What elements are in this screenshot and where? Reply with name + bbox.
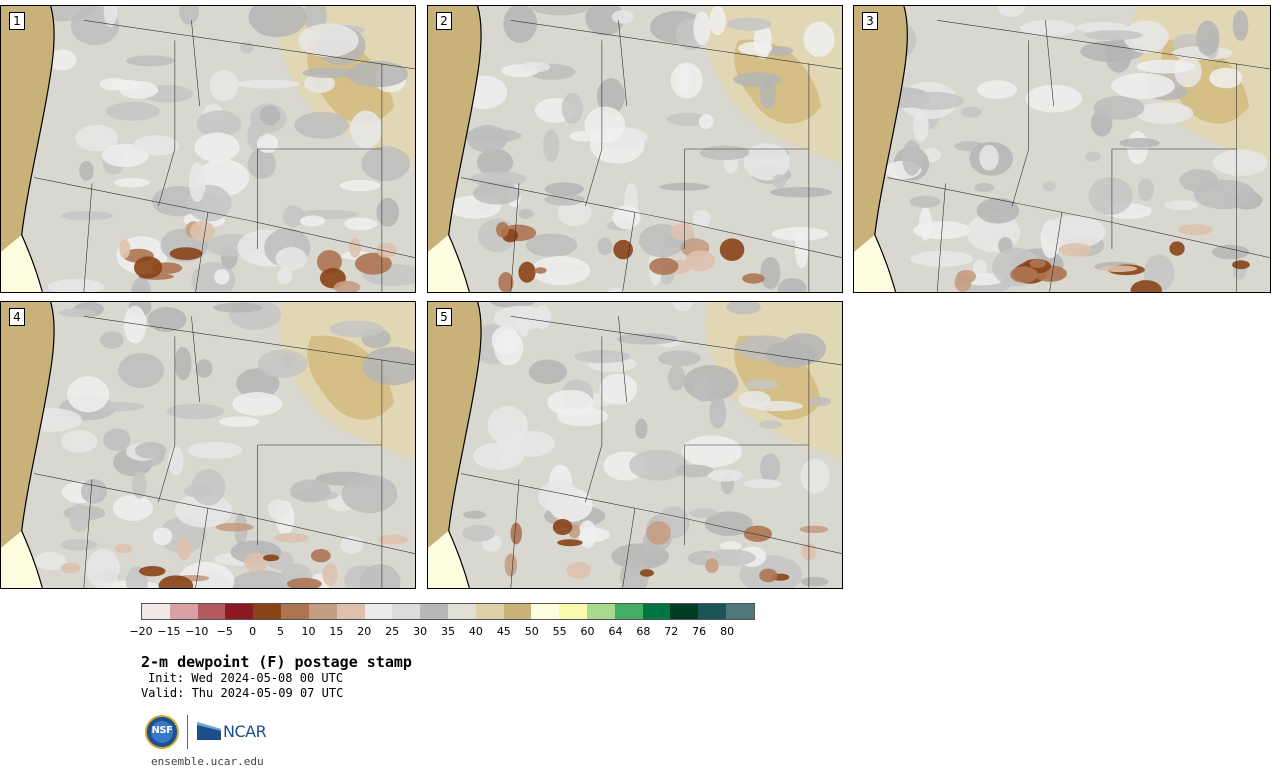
colorbar-segment [698,604,727,619]
colorbar-segment [503,604,532,619]
dewpoint-map-2 [428,6,842,292]
colorbar-segment [364,604,393,619]
colorbar-tick-label: 20 [357,625,372,638]
colorbar-tick-label: 50 [524,625,539,638]
dewpoint-colorbar [141,603,755,620]
colorbar-segment [475,604,504,619]
member-number-badge: 5 [436,308,452,326]
colorbar-tick-label: −15 [157,625,181,638]
colorbar-segment [559,604,587,619]
colorbar-tick-label: 35 [441,625,455,638]
colorbar-segment [642,604,671,619]
colorbar-tick-label: 60 [580,625,595,638]
dewpoint-map-5 [428,302,842,588]
colorbar-segment [225,604,254,619]
colorbar-segment [142,604,170,619]
colorbar-tick-label: −5 [216,625,233,638]
colorbar-tick-label: −20 [129,625,153,638]
colorbar-segment [614,604,643,619]
member-number-badge: 1 [9,12,25,30]
nsf-logo: NSF [145,715,179,749]
member-number-badge: 2 [436,12,452,30]
colorbar-tick-label: 30 [413,625,428,638]
colorbar-tick-label: 10 [301,625,316,638]
dewpoint-map-4 [1,302,415,588]
colorbar-segment [392,604,421,619]
colorbar-tick-label: 64 [608,625,623,638]
colorbar-segment [447,604,476,619]
colorbar-tick-label: 80 [720,625,735,638]
colorbar-tick-label: 45 [496,625,511,638]
colorbar-segment [670,604,699,619]
member-number-badge: 3 [862,12,878,30]
ensemble-member-panel-5[interactable]: 5 [427,301,843,589]
colorbar-tick-label: 25 [385,625,400,638]
colorbar-segment [308,604,337,619]
colorbar-segment [281,604,309,619]
site-url: ensemble.ucar.edu [151,755,264,768]
colorbar-tick-label: 72 [664,625,679,638]
product-title: 2-m dewpoint (F) postage stamp [141,653,412,671]
member-number-badge: 4 [9,308,25,326]
ensemble-member-panel-3[interactable]: 3 [853,5,1271,293]
sponsor-logos: NSF NCAR [145,713,275,753]
ncar-mark-icon [197,722,221,740]
colorbar-tick-label: 40 [468,625,483,638]
dewpoint-map-1 [1,6,415,292]
colorbar-tick-label: 55 [552,625,567,638]
ensemble-member-panel-2[interactable]: 2 [427,5,843,293]
ensemble-member-panel-1[interactable]: 1 [0,5,416,293]
colorbar-tick-label: 76 [692,625,707,638]
colorbar-segment [253,604,282,619]
colorbar-tick-label: 15 [329,625,344,638]
colorbar-segment [531,604,560,619]
ncar-logo-text: NCAR [223,722,267,741]
colorbar-tick-label: 68 [636,625,651,638]
colorbar-tick-label: 0 [249,625,257,638]
ensemble-member-panel-4[interactable]: 4 [0,301,416,589]
colorbar-tick-label: −10 [185,625,209,638]
colorbar-tick-label: 5 [277,625,285,638]
colorbar-segment [587,604,615,619]
valid-time: Valid: Thu 2024-05-09 07 UTC [141,686,344,700]
colorbar-segment [169,604,198,619]
logo-divider [187,715,188,749]
init-time: Init: Wed 2024-05-08 00 UTC [148,671,344,685]
colorbar-segment [197,604,226,619]
colorbar-tick-labels: −20 −15 −10 −5 0 5 10 15 20 25 30 35 40 45 50 55 60 64 68 7… [129,625,755,639]
dewpoint-map-3 [854,6,1270,292]
colorbar-segment [420,604,448,619]
colorbar-segment [336,604,365,619]
colorbar-segment [726,604,754,619]
